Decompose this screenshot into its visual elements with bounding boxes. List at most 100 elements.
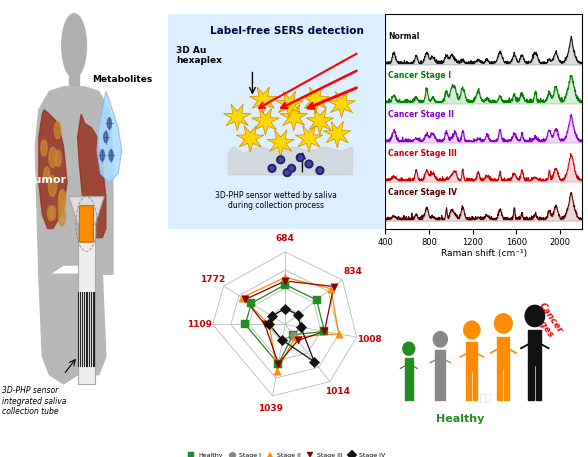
Y-axis label: SERS Intensity (A. U.): SERS Intensity (A. U.) bbox=[375, 76, 384, 166]
Text: 1014: 1014 bbox=[325, 388, 350, 396]
Text: 3D-PHP sensor wetted by saliva
during collection process: 3D-PHP sensor wetted by saliva during co… bbox=[215, 191, 338, 210]
Point bbox=[290, 334, 300, 341]
Circle shape bbox=[296, 154, 304, 161]
Circle shape bbox=[283, 169, 291, 176]
Point bbox=[293, 311, 302, 319]
Polygon shape bbox=[276, 91, 303, 118]
Text: 1039: 1039 bbox=[258, 404, 283, 413]
Point bbox=[296, 324, 306, 331]
Point bbox=[238, 294, 247, 301]
Circle shape bbox=[305, 160, 313, 168]
Text: Cancer
stages: Cancer stages bbox=[529, 301, 564, 340]
Point bbox=[293, 311, 302, 319]
Circle shape bbox=[525, 305, 544, 327]
Text: 1772: 1772 bbox=[200, 275, 225, 284]
Bar bbox=[497, 368, 502, 400]
Circle shape bbox=[48, 175, 56, 197]
Point bbox=[329, 283, 339, 290]
Point bbox=[309, 358, 319, 365]
Bar bbox=[405, 357, 413, 379]
Bar bbox=[473, 371, 477, 400]
Circle shape bbox=[318, 169, 322, 172]
Point bbox=[280, 274, 290, 281]
Text: 834: 834 bbox=[343, 267, 362, 276]
Circle shape bbox=[41, 140, 47, 156]
Point bbox=[280, 281, 290, 288]
Bar bbox=[466, 371, 471, 400]
Point bbox=[260, 321, 269, 328]
Circle shape bbox=[285, 171, 289, 175]
Circle shape bbox=[433, 332, 447, 347]
Point bbox=[280, 305, 290, 312]
FancyBboxPatch shape bbox=[79, 206, 93, 242]
Text: Healthy: Healthy bbox=[436, 414, 484, 424]
Polygon shape bbox=[69, 197, 104, 224]
Polygon shape bbox=[97, 91, 122, 183]
Polygon shape bbox=[39, 274, 106, 384]
Circle shape bbox=[44, 167, 49, 182]
Circle shape bbox=[107, 118, 112, 129]
Circle shape bbox=[50, 206, 56, 220]
Point bbox=[280, 277, 290, 285]
Bar bbox=[436, 375, 440, 400]
Bar bbox=[436, 350, 445, 375]
Circle shape bbox=[288, 165, 296, 172]
Circle shape bbox=[495, 314, 512, 333]
Point bbox=[265, 321, 274, 328]
Text: Label-free SERS detection: Label-free SERS detection bbox=[211, 26, 364, 36]
Point bbox=[289, 331, 298, 339]
Polygon shape bbox=[302, 87, 329, 114]
Point bbox=[293, 337, 302, 344]
Point bbox=[273, 360, 283, 367]
Text: Tumor: Tumor bbox=[28, 175, 67, 185]
Point bbox=[265, 321, 274, 328]
Polygon shape bbox=[78, 114, 106, 238]
Polygon shape bbox=[306, 108, 333, 135]
Text: 1109: 1109 bbox=[187, 320, 212, 329]
Circle shape bbox=[403, 342, 415, 355]
Point bbox=[273, 360, 283, 367]
Bar bbox=[497, 337, 509, 368]
Circle shape bbox=[109, 150, 113, 161]
Point bbox=[265, 321, 274, 328]
Point bbox=[280, 305, 290, 312]
Text: Cancer Stage I: Cancer Stage I bbox=[389, 71, 452, 80]
Text: Cancer Stage II: Cancer Stage II bbox=[389, 110, 455, 119]
Point bbox=[320, 328, 329, 335]
Bar bbox=[78, 224, 95, 384]
Polygon shape bbox=[252, 108, 279, 135]
Point bbox=[289, 331, 298, 339]
Bar bbox=[528, 365, 534, 400]
Bar bbox=[505, 368, 509, 400]
Circle shape bbox=[48, 206, 53, 221]
Circle shape bbox=[54, 121, 61, 138]
Point bbox=[312, 296, 321, 303]
Point bbox=[278, 336, 287, 344]
Circle shape bbox=[62, 14, 86, 78]
Legend: Healthy, Stage I, Stage II, Stage III, Stage IV: Healthy, Stage I, Stage II, Stage III, S… bbox=[182, 450, 388, 457]
Bar bbox=[69, 69, 79, 87]
Text: 684: 684 bbox=[276, 234, 295, 244]
Bar bbox=[409, 379, 413, 400]
Bar bbox=[441, 375, 445, 400]
Polygon shape bbox=[223, 104, 251, 131]
Point bbox=[267, 312, 276, 319]
Circle shape bbox=[103, 132, 108, 143]
Text: Cancer Stage III: Cancer Stage III bbox=[389, 149, 457, 158]
Point bbox=[240, 296, 250, 303]
Bar bbox=[405, 379, 408, 400]
Point bbox=[246, 300, 256, 307]
Circle shape bbox=[58, 191, 65, 208]
Polygon shape bbox=[249, 87, 277, 114]
Point bbox=[296, 324, 306, 331]
Polygon shape bbox=[295, 126, 323, 152]
Circle shape bbox=[290, 166, 293, 170]
Text: Normal: Normal bbox=[389, 32, 420, 41]
Circle shape bbox=[59, 190, 66, 207]
Text: 1008: 1008 bbox=[357, 335, 382, 344]
Bar bbox=[466, 342, 477, 371]
Circle shape bbox=[307, 162, 311, 166]
Text: Metabolites: Metabolites bbox=[92, 75, 152, 84]
Point bbox=[326, 285, 336, 292]
Point bbox=[320, 328, 329, 335]
